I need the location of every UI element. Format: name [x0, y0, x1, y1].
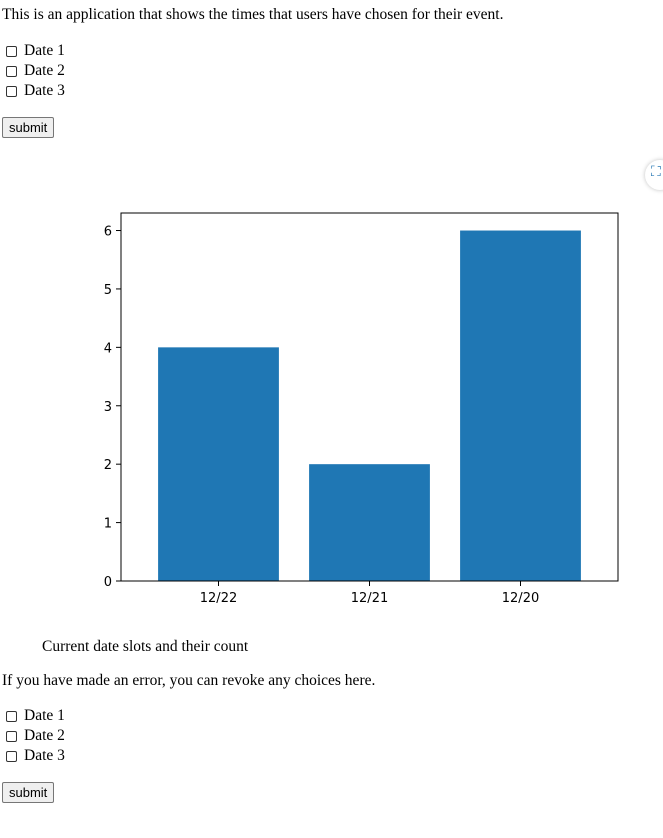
screenshot-capture-icon[interactable]: ⛶ — [645, 160, 663, 190]
revoke-date-2-option[interactable]: Date 2 — [6, 726, 65, 746]
y-tick-label-2: 2 — [104, 458, 112, 473]
bar-12-22 — [158, 347, 279, 581]
y-tick-label-5: 5 — [104, 283, 112, 298]
revoke-date-3-option[interactable]: Date 3 — [6, 746, 65, 766]
y-tick-label-4: 4 — [104, 341, 112, 356]
date-1-label: Date 1 — [24, 42, 65, 59]
y-tick-label-0: 0 — [104, 575, 112, 590]
date-3-option[interactable]: Date 3 — [6, 81, 65, 101]
revoke-date-2-checkbox[interactable] — [6, 730, 17, 742]
revoke-date-2-label: Date 2 — [24, 727, 65, 744]
submit-button[interactable]: submit — [2, 117, 55, 138]
intro-text: This is an application that shows the ti… — [2, 6, 504, 23]
revoke-submit-button[interactable]: submit — [2, 782, 55, 803]
x-tick-label-12-20: 12/20 — [502, 591, 539, 606]
date-1-option[interactable]: Date 1 — [6, 41, 65, 61]
y-tick-label-1: 1 — [104, 517, 112, 532]
date-3-label: Date 3 — [24, 82, 65, 99]
y-tick-label-3: 3 — [104, 400, 112, 415]
bar-12-20 — [460, 230, 581, 581]
revoke-date-3-label: Date 3 — [24, 747, 65, 764]
bar-12-21 — [309, 464, 430, 581]
revoke-date-1-option[interactable]: Date 1 — [6, 706, 65, 726]
chart-caption: Current date slots and their count — [42, 638, 249, 655]
revoke-date-3-checkbox[interactable] — [6, 750, 17, 762]
date-1-checkbox[interactable] — [6, 45, 17, 57]
revoke-date-1-checkbox[interactable] — [6, 710, 17, 722]
date-2-label: Date 2 — [24, 62, 65, 79]
x-tick-label-12-21: 12/21 — [351, 591, 388, 606]
capture-glyph-icon: ⛶ — [651, 164, 661, 180]
date-3-checkbox[interactable] — [6, 85, 17, 97]
revoke-instructions: If you have made an error, you can revok… — [2, 672, 376, 689]
x-tick-label-12-22: 12/22 — [200, 591, 237, 606]
date-2-option[interactable]: Date 2 — [6, 61, 65, 81]
revoke-date-1-label: Date 1 — [24, 707, 65, 724]
date-2-checkbox[interactable] — [6, 65, 17, 77]
y-tick-label-6: 6 — [104, 225, 112, 240]
